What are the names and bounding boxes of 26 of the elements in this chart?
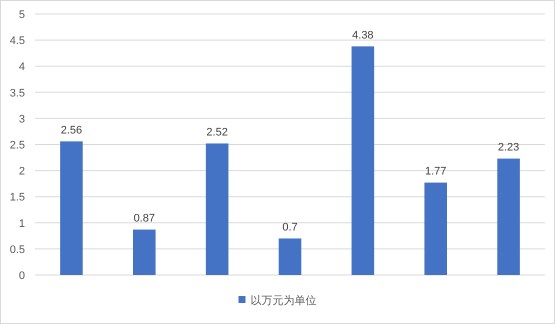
y-tick-label: 3.5 xyxy=(10,87,25,100)
y-tick-label: 4 xyxy=(18,61,25,74)
y-tick-label: 0 xyxy=(18,270,25,282)
data-label: 2.23 xyxy=(498,142,520,154)
bar xyxy=(60,141,83,275)
bar xyxy=(352,46,374,275)
y-tick-label: 3 xyxy=(18,113,25,126)
data-label: 0.87 xyxy=(134,212,155,225)
bar xyxy=(206,143,228,275)
y-tick-label: 5 xyxy=(18,9,25,21)
y-tick-label: 2 xyxy=(18,166,25,178)
bar xyxy=(278,238,302,275)
bar xyxy=(132,230,156,275)
data-label: 2.52 xyxy=(206,126,228,138)
y-tick-label: 1.5 xyxy=(10,192,25,204)
data-label: 0.7 xyxy=(282,221,298,234)
bar xyxy=(497,158,520,275)
y-tick-label: 0.5 xyxy=(10,244,25,256)
legend-label: 以万元为单位 xyxy=(250,294,316,307)
y-tick-label: 4.5 xyxy=(10,35,25,48)
y-tick-label: 2.5 xyxy=(10,140,25,152)
data-label: 1.77 xyxy=(425,166,446,178)
data-label: 4.38 xyxy=(352,29,374,42)
y-tick-label: 1 xyxy=(18,218,25,230)
bar xyxy=(424,182,448,275)
data-label: 2.56 xyxy=(60,124,82,136)
